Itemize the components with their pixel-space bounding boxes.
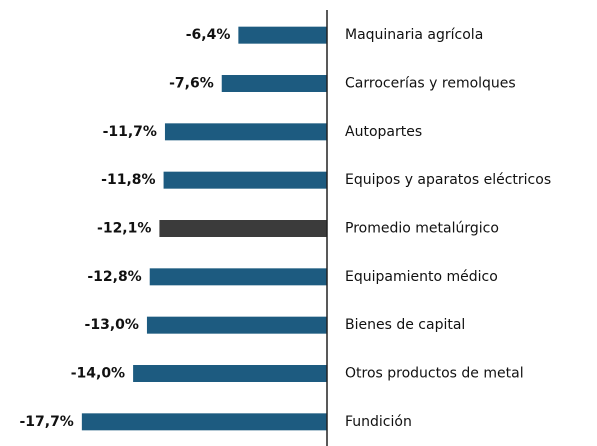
bar	[149, 268, 327, 286]
bar	[221, 75, 327, 92]
value-label: -11,8%	[101, 172, 155, 188]
category-label: Equipos y aparatos eléctricos	[345, 172, 551, 188]
bar	[146, 316, 327, 334]
bar	[81, 413, 327, 431]
value-label: -6,4%	[186, 27, 231, 43]
category-label: Bienes de capital	[345, 317, 465, 333]
category-label: Otros productos de metal	[345, 366, 524, 382]
bar	[163, 171, 327, 189]
category-label: Maquinaria agrícola	[345, 27, 483, 43]
value-label: -14,0%	[71, 366, 125, 382]
bar	[159, 220, 327, 237]
category-label: Promedio metalúrgico	[345, 221, 499, 237]
value-label: -12,1%	[97, 221, 151, 237]
category-label: Equipamiento médico	[345, 269, 498, 285]
value-label: -13,0%	[85, 317, 139, 333]
category-label: Fundición	[345, 414, 412, 430]
value-label: -11,7%	[103, 124, 157, 140]
bar	[133, 365, 327, 382]
bar	[238, 26, 327, 44]
value-label: -7,6%	[169, 76, 214, 92]
bar	[164, 123, 327, 141]
value-label: -12,8%	[87, 269, 141, 285]
category-label: Carrocerías y remolques	[345, 76, 516, 92]
category-label: Autopartes	[345, 124, 422, 140]
value-label: -17,7%	[19, 414, 73, 430]
